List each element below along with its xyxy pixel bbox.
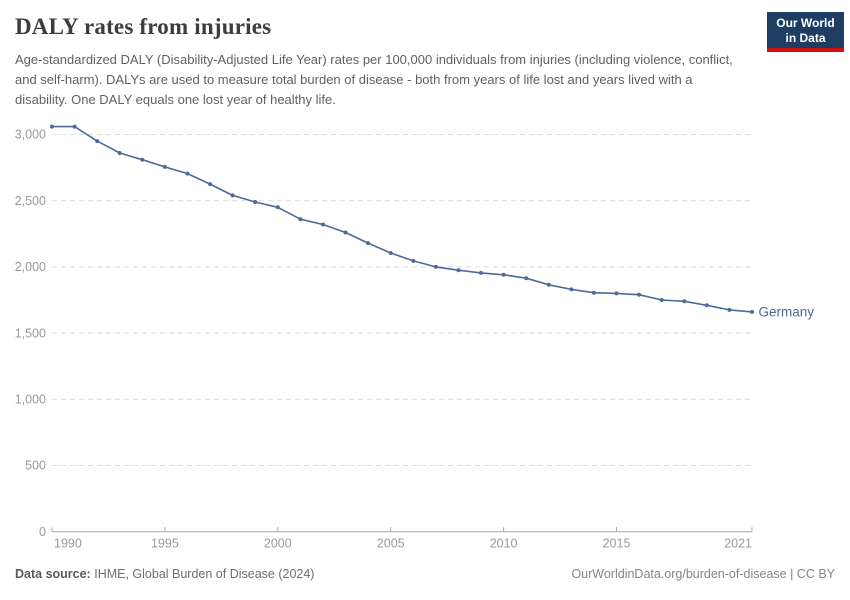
- data-point-2008[interactable]: [456, 268, 461, 273]
- x-axis-label: 2000: [264, 537, 292, 551]
- chart-title: DALY rates from injuries: [15, 14, 272, 39]
- data-point-2013[interactable]: [569, 287, 574, 292]
- y-axis-label: 2,500: [15, 194, 46, 208]
- y-axis-label: 1,000: [15, 393, 46, 407]
- line-chart[interactable]: 0 500 1,000 1,500 2,000 2,500 3,000 1990 1995 200…: [0, 110, 850, 560]
- data-point-1992[interactable]: [95, 139, 100, 144]
- y-axis-label: 0: [39, 525, 46, 539]
- x-axis-label: 2015: [603, 537, 631, 551]
- data-point-1997[interactable]: [208, 182, 213, 187]
- data-point-2016[interactable]: [637, 292, 642, 297]
- chart-subtitle: Age-standardized DALY (Disability-Adjust…: [15, 52, 733, 107]
- data-point-2007[interactable]: [433, 264, 438, 269]
- x-axis-label: 2005: [377, 537, 405, 551]
- data-point-2021[interactable]: [750, 309, 754, 314]
- data-point-2012[interactable]: [546, 282, 551, 287]
- data-point-2014[interactable]: [591, 290, 596, 295]
- data-point-2020[interactable]: [727, 307, 732, 312]
- data-point-2001[interactable]: [298, 217, 303, 222]
- data-point-2009[interactable]: [479, 270, 483, 275]
- data-point-2005[interactable]: [388, 251, 393, 255]
- owid-logo-line2: in Data: [785, 30, 826, 45]
- data-point-1991[interactable]: [72, 124, 77, 129]
- attribution-link[interactable]: OurWorldinData.org/burden-of-disease | C…: [571, 567, 835, 581]
- data-point-1994[interactable]: [140, 157, 145, 162]
- data-point-2019[interactable]: [704, 303, 709, 308]
- entity-label: Germany: [759, 304, 815, 319]
- y-axis-label: 3,000: [15, 128, 46, 142]
- owid-logo-line1: Our World: [776, 16, 835, 30]
- data-point-2017[interactable]: [659, 298, 664, 302]
- y-axis-label: 1,500: [15, 326, 46, 340]
- data-source: Data source: IHME, Global Burden of Dise…: [15, 567, 314, 581]
- y-axis-label: 2,000: [15, 260, 46, 274]
- data-point-1990[interactable]: [50, 124, 54, 129]
- chart-footer: Data source: IHME, Global Burden of Dise…: [15, 567, 835, 581]
- data-source-value: IHME, Global Burden of Disease (2024): [94, 567, 315, 581]
- trend-line[interactable]: [51, 125, 753, 313]
- x-axis-label: 2010: [490, 537, 518, 551]
- y-axis-label: 500: [25, 459, 46, 473]
- x-axis-label: 1995: [151, 537, 179, 551]
- x-axis-label: 2021: [724, 537, 752, 551]
- x-axis-label: 1990: [54, 537, 82, 551]
- data-point-2002[interactable]: [321, 222, 325, 227]
- data-point-2010[interactable]: [501, 272, 506, 277]
- owid-logo[interactable]: Our World in Data: [767, 12, 844, 52]
- data-point-2011[interactable]: [524, 276, 529, 281]
- data-point-2006[interactable]: [411, 258, 416, 263]
- data-point-2000[interactable]: [275, 205, 280, 210]
- data-point-1999[interactable]: [253, 200, 258, 204]
- data-point-1995[interactable]: [162, 164, 167, 169]
- data-point-2003[interactable]: [343, 230, 348, 235]
- data-point-1996[interactable]: [185, 171, 190, 176]
- data-point-1998[interactable]: [230, 193, 235, 198]
- data-point-1993[interactable]: [117, 151, 122, 155]
- data-point-2018[interactable]: [682, 299, 687, 304]
- data-source-label: Data source:: [15, 567, 91, 581]
- data-point-2004[interactable]: [366, 241, 371, 246]
- data-point-2015[interactable]: [614, 291, 619, 296]
